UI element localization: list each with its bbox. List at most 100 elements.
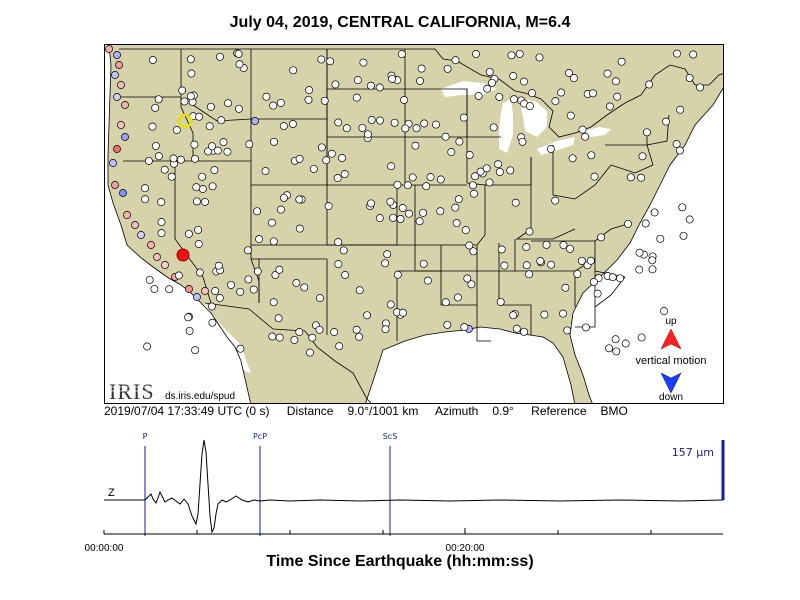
station-marker [176,155,185,164]
station-marker [463,274,472,283]
station-marker [662,117,671,126]
station-marker [419,208,428,217]
station-marker [249,285,258,294]
station-marker [494,160,503,169]
station-marker [512,324,521,333]
station-marker [208,318,217,327]
station-marker [453,293,462,302]
epicenter-marker [176,248,190,262]
station-marker [569,74,578,83]
station-marker [117,81,125,89]
station-marker [465,151,474,159]
station-marker [660,307,668,316]
station-marker [565,69,573,77]
station-marker [471,172,480,181]
distance-value: 9.0°/1001 km [347,404,419,418]
station-marker [519,77,528,86]
station-marker [223,147,232,156]
station-marker [495,167,504,176]
station-marker [191,346,200,355]
station-marker [470,189,478,198]
station-marker [208,142,217,151]
station-marker [317,143,326,152]
station-marker [161,261,169,269]
station-marker [485,67,494,76]
lake-michigan [499,99,513,153]
station-marker [535,53,544,62]
station-marker [236,344,245,353]
station-marker [315,294,324,303]
station-marker [617,57,626,66]
gulf-of-mexico [365,327,575,403]
station-marker [185,326,194,335]
station-marker [685,215,694,224]
station-marker [510,95,518,104]
station-marker [151,103,160,112]
lake-ontario [585,127,611,137]
station-marker [603,69,612,78]
reference-value: BMO [600,404,628,418]
station-marker [415,217,424,226]
station-marker [150,284,159,293]
station-marker [340,170,349,179]
canada-border [119,48,723,138]
station-marker [151,141,160,150]
station-marker [559,241,568,250]
station-marker [355,286,364,295]
station-marker [536,257,545,265]
vertical-motion-legend: up vertical motion down [636,316,707,403]
station-marker [685,73,694,82]
station-marker [187,69,196,78]
station-marker [206,102,215,111]
station-marker [405,209,413,218]
station-marker [167,172,176,181]
station-marker [253,267,262,276]
station-marker [353,76,362,85]
station-marker [305,86,314,95]
station-marker [465,241,474,250]
station-marker [459,113,468,122]
station-marker [656,234,665,243]
phase-label-pcp: PcP [253,432,267,441]
station-marker [509,311,518,320]
station-marker [121,101,129,109]
station-marker [309,164,318,173]
station-marker [367,199,375,208]
station-marker [551,196,560,205]
station-marker [676,105,685,114]
station-marker [411,141,420,150]
station-marker [213,146,222,155]
station-markers [105,45,705,357]
station-marker [269,298,278,307]
station-marker [518,137,527,146]
station-marker [587,151,596,160]
station-marker [388,74,397,83]
station-marker [497,245,506,254]
station-marker [215,52,224,61]
azimuth-label: Azimuth [434,404,479,418]
station-marker [645,80,654,89]
station-marker [441,132,450,141]
station-marker [267,218,276,227]
station-marker [511,198,520,207]
station-marker [386,197,395,206]
station-marker [496,297,505,306]
station-marker [623,219,632,228]
amplitude-label: 157 µm [672,446,714,459]
station-marker [390,118,399,127]
station-marker [509,72,518,80]
station-marker [495,92,504,101]
station-marker [612,347,621,356]
station-marker [611,335,620,344]
station-marker [205,122,214,131]
station-marker [474,92,483,100]
station-marker [295,224,304,233]
iris-logo: IRIS ds.iris.edu/spud [109,379,235,403]
station-marker [419,259,428,268]
station-marker [215,294,224,302]
station-marker [148,56,157,64]
station-marker [289,66,298,75]
station-marker [375,116,384,125]
station-marker [157,198,166,207]
station-marker [557,88,566,97]
